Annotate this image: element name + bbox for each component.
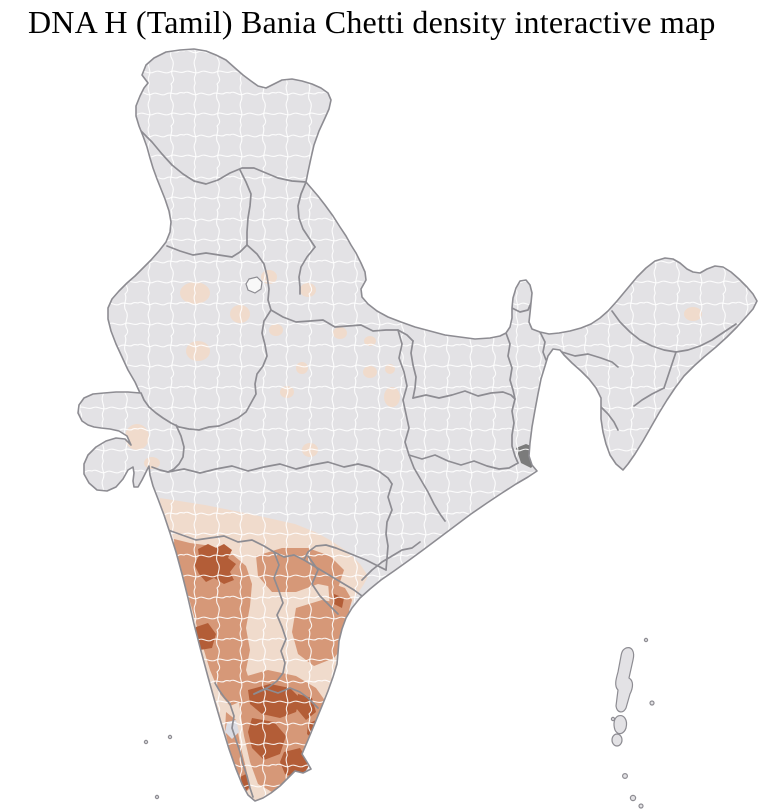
nicobar-island-dot	[629, 794, 637, 802]
lakshadweep-dot	[143, 739, 149, 745]
andaman-island-middle	[613, 715, 628, 735]
state-border-mp-chhattisgarh	[397, 329, 410, 456]
map-title: DNA H (Tamil) Bania Chetti density inter…	[28, 4, 716, 40]
state-border-tripura-east	[600, 406, 619, 431]
state-border-haryana-up	[246, 244, 272, 311]
state-border-manipur-mizoram	[633, 387, 665, 407]
state-border-hp-uk	[297, 181, 316, 248]
andaman-island-north	[615, 647, 635, 713]
state-border-mp-maharashtra	[167, 461, 393, 485]
state-border-maharashtra-south	[167, 529, 363, 597]
state-border-sikkim	[511, 302, 532, 313]
state-border-rajasthan-east	[140, 309, 272, 431]
state-border-assam-meghalaya	[561, 351, 619, 368]
nicobar-island-dot	[621, 772, 628, 779]
state-border-kerala-tn	[229, 703, 254, 798]
state-border-kerala-karnataka	[214, 682, 231, 705]
state-border-telangana-ap	[307, 555, 339, 615]
nicobar-island-dot	[638, 803, 644, 809]
state-border-nagaland-manipur	[663, 351, 677, 389]
state-border-tn-north	[253, 687, 319, 709]
lakshadweep-dot	[154, 794, 160, 800]
state-border-up-bihar	[410, 340, 417, 399]
andaman-island-little	[611, 733, 623, 747]
state-border-jk-south	[139, 129, 307, 185]
state-border-gujarat-east	[151, 424, 185, 473]
delhi-enclave[interactable]	[245, 276, 263, 294]
state-borders	[139, 129, 737, 798]
state-border-arunachal-assam	[611, 310, 737, 353]
state-border-uk-up	[298, 246, 316, 295]
state-border-assam-wb	[539, 331, 547, 361]
state-border-hp-punjab	[239, 169, 252, 246]
state-border-jharkhand-odisha	[408, 454, 519, 470]
state-border-goa	[170, 590, 187, 607]
island-dot	[643, 637, 649, 643]
state-border-telangana-north	[303, 544, 387, 571]
state-border-wb-west	[511, 398, 519, 464]
island-dot	[610, 716, 616, 722]
state-border-maharashtra-chhattisgarh	[385, 483, 393, 571]
state-border-bihar-jharkhand	[412, 390, 516, 400]
islands-group[interactable]	[143, 637, 655, 809]
state-border-odisha-coast	[408, 454, 446, 522]
state-border-punjab-rajasthan	[166, 244, 248, 258]
state-border-karnataka-ap	[253, 551, 287, 695]
lakshadweep-dot	[167, 734, 173, 740]
state-border-bihar-wb	[505, 332, 516, 400]
state-border-ap-odisha	[361, 541, 421, 581]
island-dot	[649, 700, 655, 706]
